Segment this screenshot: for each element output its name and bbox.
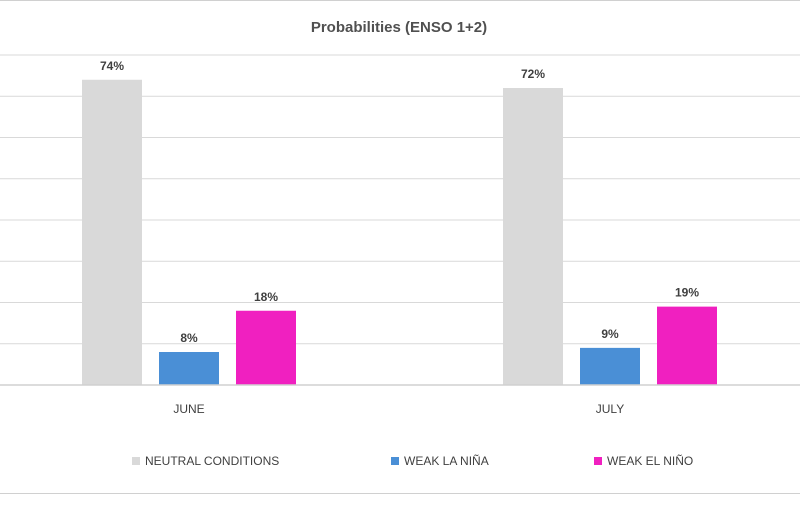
legend-swatch <box>594 457 602 465</box>
data-labels: 74% 8% 18% 72% 9% 19% <box>100 59 699 345</box>
bar-june-1 <box>82 79 142 385</box>
data-label: 74% <box>100 59 124 73</box>
data-label: 8% <box>180 331 198 345</box>
bar-july-2 <box>580 347 640 385</box>
category-label: JUNE <box>173 402 204 416</box>
chart-title: Probabilities (ENSO 1+2) <box>311 19 487 36</box>
category-labels: JUNE JULY <box>173 402 624 416</box>
legend-label: WEAK LA NIÑA <box>404 454 489 468</box>
bar-june-3 <box>236 310 296 385</box>
frame-bottom-border <box>0 493 800 494</box>
legend-swatch <box>391 457 399 465</box>
bar-july-1 <box>503 88 563 385</box>
bar-june-2 <box>159 352 219 385</box>
category-label: JULY <box>596 402 624 416</box>
frame-top-border <box>0 0 800 1</box>
legend-label: NEUTRAL CONDITIONS <box>145 454 279 468</box>
data-label: 19% <box>675 286 699 300</box>
bar-july-3 <box>657 306 717 385</box>
legend-label: WEAK EL NIÑO <box>607 454 693 468</box>
data-label: 18% <box>254 290 278 304</box>
legend-swatch <box>132 457 140 465</box>
data-label: 9% <box>601 327 619 341</box>
legend: NEUTRAL CONDITIONS WEAK LA NIÑA WEAK EL NI… <box>132 454 693 468</box>
data-label: 72% <box>521 67 545 81</box>
bars <box>82 79 717 385</box>
